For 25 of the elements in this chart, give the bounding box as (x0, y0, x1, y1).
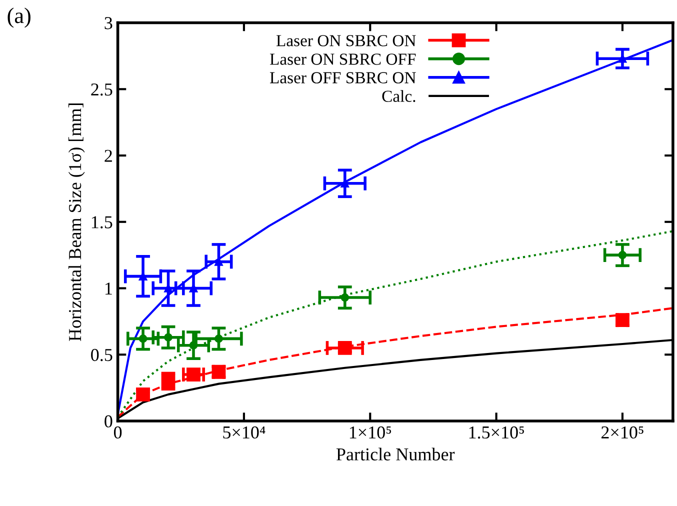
point (189, 341, 198, 350)
point (214, 334, 223, 343)
x-axis-title: Particle Number (336, 448, 455, 460)
point (340, 293, 350, 302)
y-tick-label: 3 (104, 17, 112, 30)
y-tick-label: 2 (104, 150, 112, 162)
legend-label: Laser ON SBRC ON (276, 35, 416, 46)
x-tick-label: 1.5×10⁵ (469, 426, 524, 439)
y-axis-title: Horizontal Beam Size (1σ) [mm] (68, 104, 85, 342)
legend-label: Laser ON SBRC OFF (270, 54, 416, 65)
y-tick-label: 0.5 (91, 348, 112, 362)
x-tick-label: 2×10⁵ (601, 426, 644, 439)
x-tick-label: 5×10⁴ (223, 426, 266, 439)
legend-label: Laser OFF SBRC ON (270, 72, 416, 84)
y-tick-label: 1 (105, 282, 112, 295)
legend-label: Calc. (382, 90, 416, 102)
x-tick-label: 1×10⁵ (350, 426, 392, 439)
y-tick-label: 1.5 (92, 216, 112, 228)
text: (a) (8, 8, 30, 28)
point (138, 334, 148, 343)
point (164, 333, 172, 342)
y-tick-label: 2.5 (91, 83, 112, 96)
y-tick-label: 0 (104, 415, 112, 428)
x-tick-label: 0 (114, 426, 122, 439)
point (618, 250, 627, 260)
